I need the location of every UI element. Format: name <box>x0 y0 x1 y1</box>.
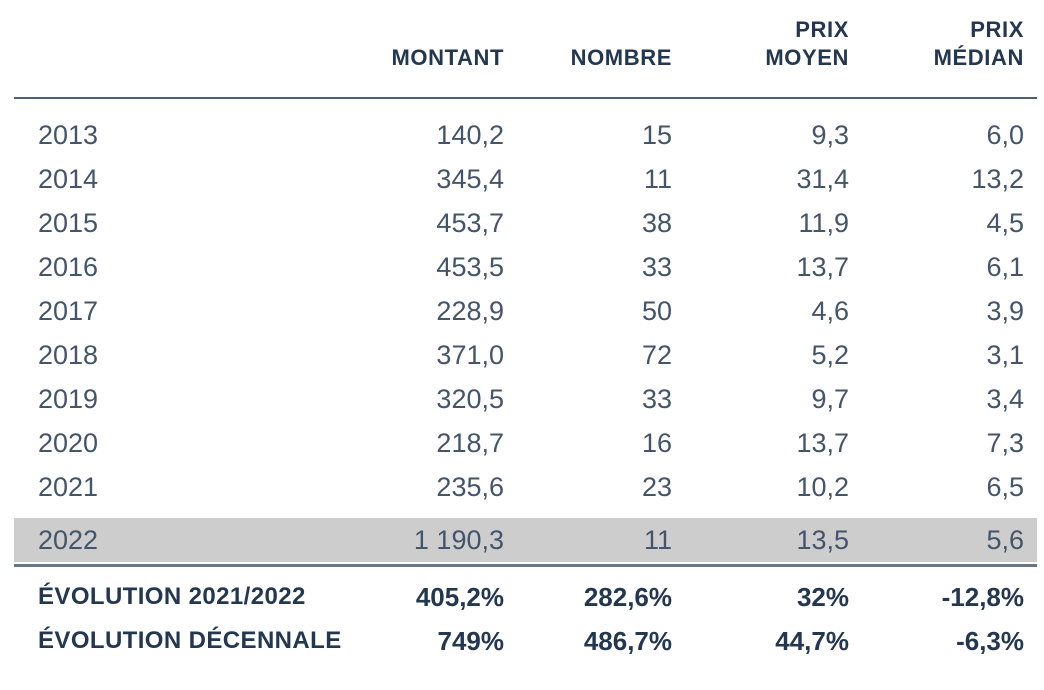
value-cell: 3,9 <box>986 295 1024 326</box>
value-cell: 31,4 <box>796 163 849 194</box>
year-cell: 2022 <box>14 509 360 564</box>
table-row: 2019 320,5 33 9,7 3,4 <box>14 377 1037 421</box>
value-cell: 33 <box>641 251 672 282</box>
value-cell: 749% <box>437 625 505 656</box>
value-cell: 486,7% <box>583 625 672 656</box>
value-cell: -6,3% <box>956 625 1024 656</box>
header-row: MONTANT NOMBRE PRIX MOYEN PRIX MÉDIAN <box>14 0 1037 99</box>
value-cell: 44,7% <box>775 625 849 656</box>
value-cell: 9,7 <box>811 383 849 414</box>
value-cell: 38 <box>641 207 672 238</box>
value-cell: 13,2 <box>971 163 1024 194</box>
table-header: MONTANT NOMBRE PRIX MOYEN PRIX MÉDIAN <box>14 0 1037 99</box>
value-cell: 453,5 <box>436 251 504 282</box>
value-cell: 140,2 <box>436 119 504 150</box>
value-cell: 5,2 <box>811 339 849 370</box>
value-cell: 11,9 <box>798 207 849 238</box>
table-footer: ÉVOLUTION 2021/2022 405,2% 282,6% 32% -12,8%… <box>14 564 1037 663</box>
header-nombre: NOMBRE <box>504 0 672 99</box>
value-cell: 23 <box>641 471 672 502</box>
value-cell: 282,6% <box>504 564 672 619</box>
value-cell: 218,7 <box>436 427 504 458</box>
evolution-label-cell: ÉVOLUTION 2021/2022 <box>14 564 360 619</box>
value-cell: 13,5 <box>672 509 849 564</box>
value-cell: 33 <box>641 383 672 414</box>
header-empty-cell <box>14 0 360 99</box>
value-cell: 13,7 <box>796 427 849 458</box>
value-cell: 72 <box>641 339 672 370</box>
evolution-row: ÉVOLUTION DÉCENNALE 749% 486,7% 44,7% -6,3% <box>14 619 1037 663</box>
yearly-stats-table: MONTANT NOMBRE PRIX MOYEN PRIX MÉDIAN 20… <box>14 0 1037 663</box>
year-cell: 2017 <box>38 295 99 326</box>
table-body: 2013 140,2 15 9,3 6,0 2014 345,4 11 31,4 13,2 2015… <box>14 99 1037 564</box>
year-cell: 2016 <box>38 251 99 282</box>
value-cell: 1 190,3 <box>360 509 504 564</box>
year-cell: 2013 <box>38 119 99 150</box>
value-cell: 16 <box>641 427 672 458</box>
table-row: 2018 371,0 72 5,2 3,1 <box>14 333 1037 377</box>
value-cell: 4,5 <box>986 207 1024 238</box>
value-cell: 50 <box>641 295 672 326</box>
value-cell: 5,6 <box>849 509 1037 564</box>
value-cell: 32% <box>672 564 849 619</box>
value-cell: 453,7 <box>436 207 504 238</box>
evolution-row: ÉVOLUTION 2021/2022 405,2% 282,6% 32% -12,8% <box>14 564 1037 619</box>
stats-table-page: MONTANT NOMBRE PRIX MOYEN PRIX MÉDIAN 20… <box>14 0 1037 663</box>
value-cell: 228,9 <box>436 295 504 326</box>
year-cell: 2021 <box>38 471 99 502</box>
table-row: 2022 1 190,3 11 13,5 5,6 <box>14 509 1037 564</box>
table-row: 2013 140,2 15 9,3 6,0 <box>14 99 1037 157</box>
header-prix-median: PRIX MÉDIAN <box>849 0 1037 99</box>
table-row: 2015 453,7 38 11,9 4,5 <box>14 201 1037 245</box>
value-cell: 11 <box>504 509 672 564</box>
value-cell: 371,0 <box>436 339 504 370</box>
value-cell: 4,6 <box>811 295 849 326</box>
year-cell: 2019 <box>38 383 99 414</box>
value-cell: 405,2% <box>360 564 504 619</box>
value-cell: 13,7 <box>796 251 849 282</box>
value-cell: 9,3 <box>811 119 849 150</box>
value-cell: 3,4 <box>986 383 1024 414</box>
value-cell: 320,5 <box>436 383 504 414</box>
value-cell: 10,2 <box>796 471 849 502</box>
year-cell: 2018 <box>38 339 99 370</box>
value-cell: 235,6 <box>436 471 504 502</box>
table-row: 2016 453,5 33 13,7 6,1 <box>14 245 1037 289</box>
table-row: 2021 235,6 23 10,2 6,5 <box>14 465 1037 509</box>
value-cell: 6,1 <box>986 251 1024 282</box>
year-cell: 2020 <box>38 427 99 458</box>
evolution-label-cell: ÉVOLUTION DÉCENNALE <box>38 627 342 654</box>
value-cell: -12,8% <box>849 564 1037 619</box>
value-cell: 7,3 <box>986 427 1024 458</box>
year-cell: 2015 <box>38 207 99 238</box>
value-cell: 15 <box>641 119 672 150</box>
table-row: 2017 228,9 50 4,6 3,9 <box>14 289 1037 333</box>
value-cell: 345,4 <box>436 163 504 194</box>
table-row: 2014 345,4 11 31,4 13,2 <box>14 157 1037 201</box>
header-montant: MONTANT <box>360 0 504 99</box>
value-cell: 11 <box>643 163 672 194</box>
value-cell: 6,0 <box>986 119 1024 150</box>
value-cell: 3,1 <box>986 339 1024 370</box>
year-cell: 2014 <box>38 163 99 194</box>
table-row: 2020 218,7 16 13,7 7,3 <box>14 421 1037 465</box>
header-prix-moyen: PRIX MOYEN <box>672 0 849 99</box>
value-cell: 6,5 <box>986 471 1024 502</box>
